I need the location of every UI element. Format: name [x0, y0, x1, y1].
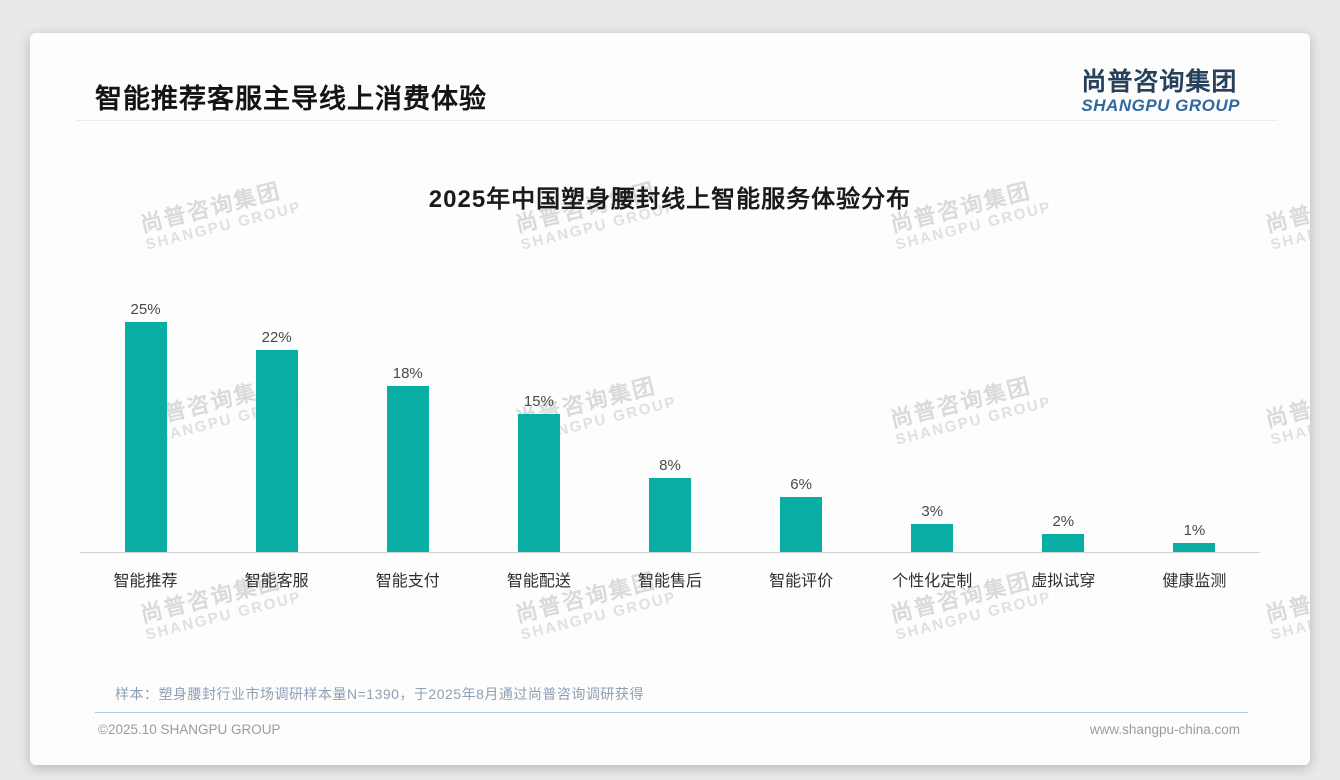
bar-value-label: 22% [261, 329, 292, 346]
bar-column: 3% [867, 293, 998, 552]
footer-divider [95, 712, 1248, 713]
bar-column: 25% [80, 293, 211, 552]
bar [517, 414, 560, 552]
bar [1042, 534, 1085, 552]
bar [124, 322, 167, 552]
footer: ©2025.10 SHANGPU GROUP www.shangpu-china… [98, 722, 1240, 737]
bar-chart: 25% 22% 18% 15% 8% 6% 3% 2% 1% 智能推荐 智能客服 智能支付 智能配送智… [80, 293, 1260, 591]
bar-value-label: 18% [392, 365, 423, 382]
bar-column: 2% [998, 293, 1129, 552]
category-label: 虚拟试穿 [1031, 573, 1096, 590]
bar-column: 6% [736, 293, 867, 552]
bar-value-label: 6% [790, 476, 812, 493]
category-label: 智能售后 [637, 573, 702, 590]
bar-column: 22% [211, 293, 342, 552]
category-label: 智能客服 [244, 573, 309, 590]
bar-value-label: 25% [130, 301, 161, 318]
bars-row: 25% 22% 18% 15% 8% 6% 3% 2% 1% [80, 293, 1260, 553]
bar [911, 524, 954, 552]
bar [648, 478, 691, 552]
chart-title: 2025年中国塑身腰封线上智能服务体验分布 [428, 186, 912, 213]
category-label: 智能推荐 [113, 573, 178, 590]
category-label: 智能评价 [769, 573, 834, 590]
bar-value-label: 15% [523, 393, 554, 410]
bar-value-label: 2% [1052, 513, 1075, 530]
sample-note: 样本：塑身腰封行业市场调研样本量N=1390，于2025年8月通过尚普咨询调研获… [115, 686, 644, 702]
company-logo: 尚普咨询集团 SHANGPU GROUP [1081, 68, 1240, 116]
category-label: 智能配送 [506, 573, 571, 590]
category-label: 智能支付 [375, 573, 440, 590]
logo-english-text: SHANGPU GROUP [1081, 96, 1240, 115]
bar [386, 386, 429, 552]
bar-column: 18% [342, 293, 473, 552]
footer-copyright: ©2025.10 SHANGPU GROUP [98, 722, 281, 737]
bar-value-label: 3% [921, 503, 944, 520]
category-label: 健康监测 [1162, 573, 1227, 590]
category-label: 个性化定制 [892, 573, 973, 590]
report-card: 尚普咨询集团 SHANGPU GROUP 尚普咨询集团 SHANGPU GROUP 尚普… [30, 33, 1310, 765]
bar-column: 15% [473, 293, 604, 552]
category-row: 智能推荐 智能客服 智能支付 智能配送 智能售后 智能评价 个性化定制 虚拟试穿 健康监测 [80, 553, 1260, 591]
bar-value-label: 8% [659, 457, 681, 474]
header-divider [76, 120, 1278, 121]
bar [780, 497, 823, 552]
bar [255, 350, 298, 552]
bar-value-label: 1% [1183, 522, 1206, 539]
footer-website: www.shangpu-china.com [1089, 722, 1240, 737]
bar-column: 8% [604, 293, 735, 552]
page-title: 智能推荐客服主导线上消费体验 [95, 84, 487, 114]
logo-chinese-text: 尚普咨询集团 [1081, 68, 1238, 96]
bar-column: 1% [1129, 293, 1260, 552]
bar [1173, 543, 1216, 552]
